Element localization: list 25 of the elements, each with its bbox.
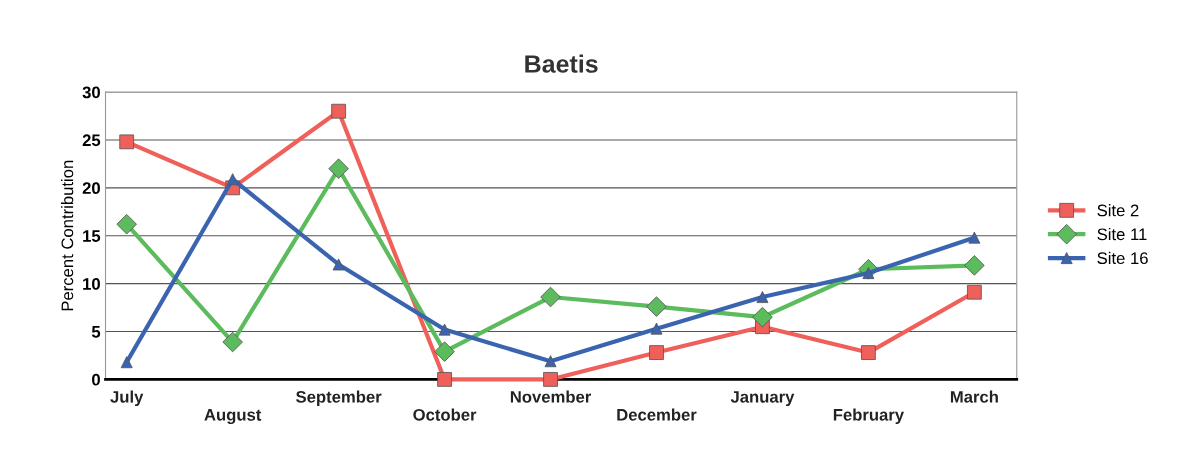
y-tick-label: 30 (82, 86, 100, 99)
x-tick-label: August (204, 409, 262, 425)
y-tick-label: 15 (83, 230, 101, 242)
y-tick-label: 20 (82, 182, 100, 195)
x-tick-label: March (950, 390, 998, 403)
x-tick-label: November (510, 390, 592, 403)
x-tick-label: September (296, 390, 382, 407)
y-axis-title: Percent Contribution (61, 160, 74, 311)
y-tick-label: 5 (91, 326, 101, 338)
y-tick-label: 25 (82, 134, 101, 147)
x-tick-label: October (413, 408, 477, 421)
point (861, 345, 876, 360)
x-tick-label: December (617, 408, 697, 421)
x-tick-label: January (730, 391, 795, 407)
y-tick-label: 10 (83, 278, 100, 290)
legend-label: Site 16 (1097, 251, 1148, 265)
point (540, 286, 561, 308)
x-tick-label: July (110, 390, 144, 407)
legend-label: Site 11 (1097, 227, 1147, 241)
legend-label: Site 2 (1097, 204, 1139, 217)
y-tick-label: 0 (92, 373, 100, 386)
point (331, 103, 346, 119)
chart-title: Baetis (525, 54, 598, 73)
x-tick-label: February (833, 408, 904, 424)
point (437, 372, 452, 387)
